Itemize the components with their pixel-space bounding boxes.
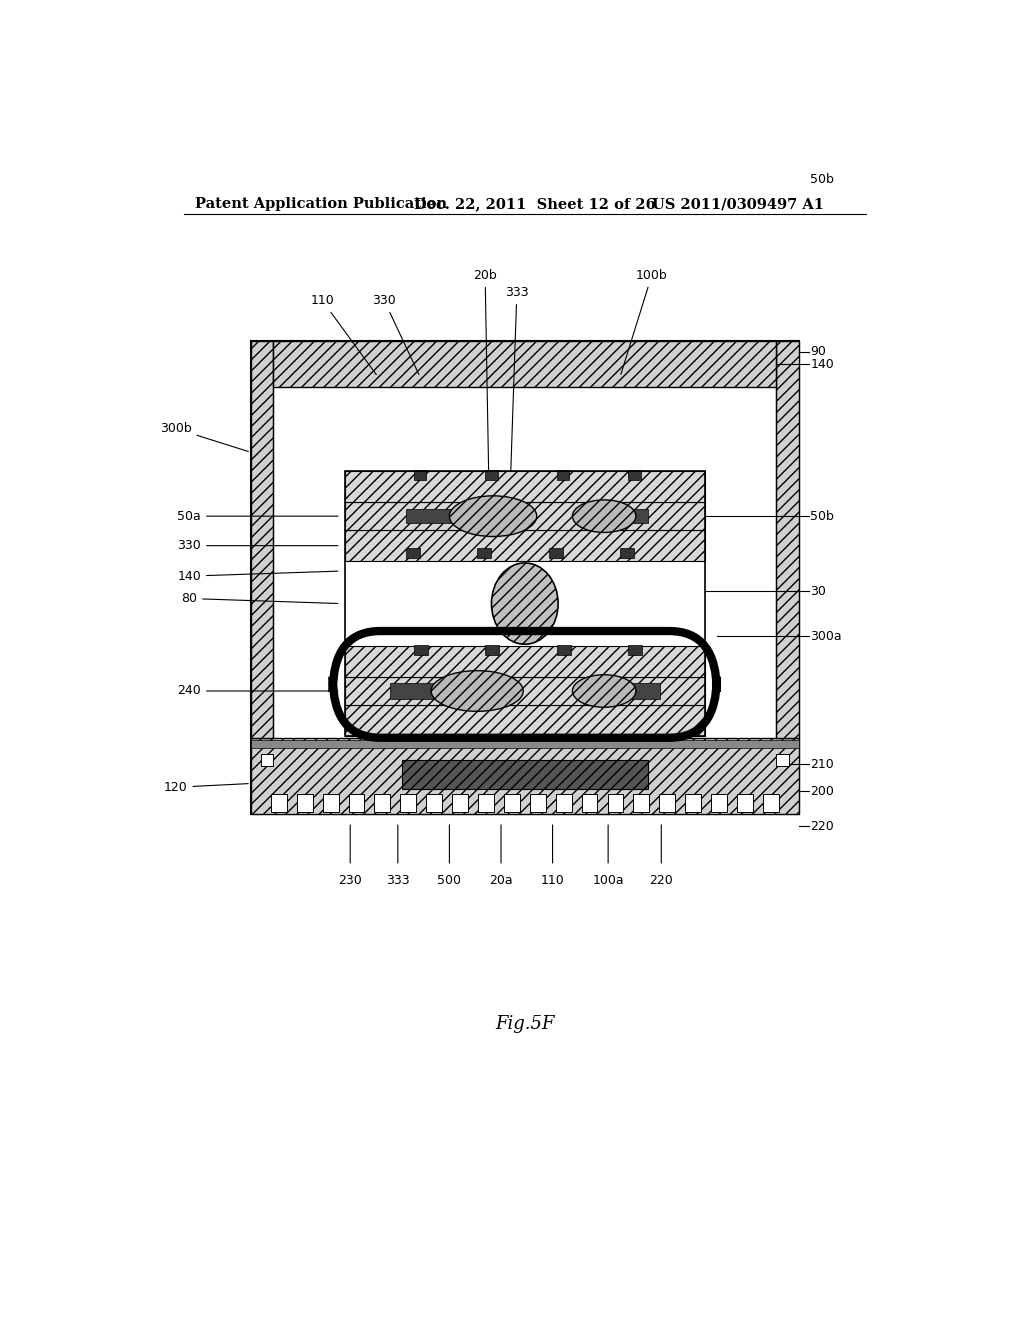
- Bar: [323, 793, 339, 812]
- Bar: [549, 548, 563, 558]
- Text: 330: 330: [373, 294, 419, 375]
- Bar: [345, 677, 705, 705]
- Bar: [529, 793, 546, 812]
- Text: 140: 140: [177, 570, 338, 582]
- Bar: [260, 754, 273, 766]
- Bar: [711, 793, 727, 812]
- Bar: [345, 471, 705, 735]
- Text: 90: 90: [811, 345, 826, 358]
- Bar: [414, 645, 428, 656]
- Bar: [620, 548, 634, 558]
- Text: 110: 110: [310, 294, 377, 375]
- Bar: [596, 510, 648, 523]
- Bar: [477, 548, 492, 558]
- Bar: [628, 470, 641, 479]
- Text: 50a: 50a: [177, 510, 338, 523]
- Bar: [557, 470, 569, 479]
- Ellipse shape: [572, 500, 636, 532]
- Text: 220: 220: [811, 820, 835, 833]
- Text: 100a: 100a: [592, 874, 624, 887]
- Text: 50b: 50b: [811, 173, 835, 186]
- Bar: [776, 342, 799, 738]
- Text: 200: 200: [811, 784, 835, 797]
- Bar: [401, 760, 648, 788]
- Bar: [345, 647, 705, 677]
- Bar: [776, 754, 790, 766]
- Bar: [478, 793, 494, 812]
- Text: 140: 140: [811, 358, 835, 371]
- Bar: [251, 342, 273, 738]
- Text: Dec. 22, 2011  Sheet 12 of 26: Dec. 22, 2011 Sheet 12 of 26: [414, 197, 655, 211]
- Bar: [273, 342, 776, 387]
- Bar: [345, 471, 705, 502]
- Text: 333: 333: [386, 874, 410, 887]
- Text: 330: 330: [177, 539, 338, 552]
- Bar: [400, 793, 416, 812]
- Ellipse shape: [492, 562, 558, 644]
- Bar: [504, 793, 520, 812]
- Bar: [737, 793, 753, 812]
- Text: Patent Application Publication: Patent Application Publication: [196, 197, 447, 211]
- Bar: [485, 470, 498, 479]
- Text: 333: 333: [505, 286, 528, 523]
- Text: 240: 240: [177, 685, 338, 697]
- Bar: [607, 793, 624, 812]
- Bar: [634, 793, 649, 812]
- Text: 20a: 20a: [489, 874, 513, 887]
- Text: 300a: 300a: [811, 630, 842, 643]
- Text: 20b: 20b: [473, 269, 497, 494]
- Text: 50b: 50b: [811, 510, 835, 523]
- Text: 120: 120: [164, 781, 248, 793]
- Bar: [628, 645, 642, 656]
- Text: 30: 30: [811, 585, 826, 598]
- Bar: [390, 682, 445, 700]
- Bar: [297, 793, 312, 812]
- Text: 500: 500: [437, 874, 462, 887]
- Bar: [348, 793, 365, 812]
- Text: 300b: 300b: [160, 422, 249, 451]
- Bar: [345, 531, 705, 561]
- Bar: [375, 793, 390, 812]
- Bar: [557, 645, 570, 656]
- Text: 220: 220: [649, 874, 673, 887]
- Bar: [345, 502, 705, 531]
- Bar: [251, 739, 799, 748]
- Bar: [251, 738, 799, 814]
- Ellipse shape: [572, 675, 636, 708]
- Bar: [406, 548, 420, 558]
- Bar: [685, 793, 701, 812]
- Bar: [485, 645, 500, 656]
- Text: 100b: 100b: [621, 269, 668, 375]
- Text: US 2011/0309497 A1: US 2011/0309497 A1: [652, 197, 823, 211]
- Bar: [763, 793, 778, 812]
- Ellipse shape: [450, 496, 537, 536]
- Text: Fig.5F: Fig.5F: [495, 1015, 555, 1034]
- Bar: [406, 510, 458, 523]
- Bar: [270, 793, 287, 812]
- Text: 80: 80: [181, 591, 338, 605]
- Text: 230: 230: [338, 874, 362, 887]
- Bar: [251, 342, 799, 814]
- Bar: [604, 682, 659, 700]
- Bar: [556, 793, 571, 812]
- Text: 210: 210: [811, 758, 835, 771]
- Bar: [426, 793, 442, 812]
- Bar: [582, 793, 597, 812]
- Bar: [659, 793, 675, 812]
- Bar: [453, 793, 468, 812]
- Bar: [345, 705, 705, 735]
- Text: 110: 110: [541, 874, 564, 887]
- Bar: [414, 470, 426, 479]
- Ellipse shape: [431, 671, 523, 711]
